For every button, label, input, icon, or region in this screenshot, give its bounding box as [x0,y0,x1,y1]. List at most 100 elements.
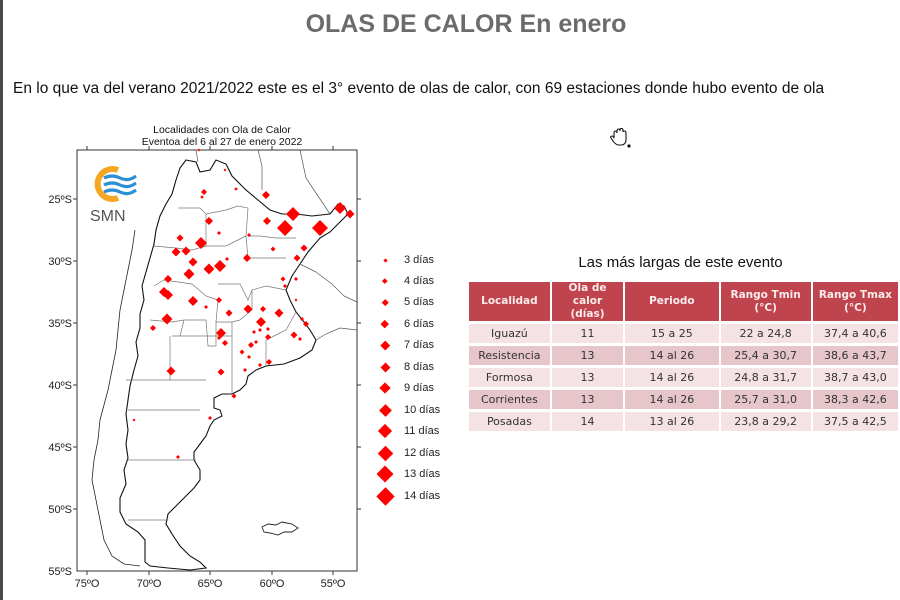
diamond-marker-icon [380,362,390,372]
heatwave-station-marker [334,202,346,214]
header-dias: Ola de calor (días) [551,282,624,321]
diamond-marker-icon [378,403,392,417]
heatwave-station-marker [204,305,208,309]
lon-tick-60: 60ºO [260,578,285,590]
table-row: Resistencia 13 14 al 26 25,4 a 30,7 38,6… [469,346,898,365]
heatwave-station-marker [225,309,233,317]
heatwave-station-marker [217,368,225,376]
heatwave-station-marker [163,290,173,300]
heatwave-station-marker [266,327,270,331]
heatwave-station-marker [183,268,195,280]
heatwave-station-marker [208,416,212,420]
lon-axis: 75ºO 70ºO 65ºO 60ºO 55ºO [75,146,346,590]
map-title-line1: Localidades con Ola de Calor [153,124,291,136]
heatwave-station-marker [248,342,254,348]
heatwave-station-marker [300,244,308,252]
lon-tick-70: 70ºO [137,578,162,590]
legend-item: 11 días [372,421,439,441]
legend-item: 14 días [372,486,440,506]
diamond-marker-icon [376,465,394,483]
heatwave-station-marker [280,276,286,282]
heatwave-station-marker [243,254,251,262]
cell-localidad: Formosa [469,368,550,387]
heatwave-station-marker [243,304,253,314]
table-row: Posadas 14 13 al 26 23,8 a 29,2 37,5 a 4… [469,412,898,431]
table-title: Las más largas de este evento [578,254,783,271]
table-header-row: Localidad Ola de calor (días) Periodo Ran… [469,282,898,321]
heatwave-station-marker [201,189,207,195]
cell-tmax: 37,5 a 42,5 [812,412,898,431]
lon-tick-65: 65ºO [198,578,223,590]
lat-tick-40: 40ºS [48,380,72,392]
heatwave-station-marker [225,257,229,261]
heatwave-station-marker [176,455,180,459]
heatwave-station-marker [286,207,300,221]
cell-periodo: 14 al 26 [625,368,719,387]
cell-tmin: 22 a 24,8 [720,324,811,343]
cell-dias: 14 [551,412,624,431]
lat-tick-30: 30ºS [48,256,72,268]
heatwave-station-marker [247,355,251,359]
lat-tick-45: 45ºS [48,442,72,454]
heatwave-station-marker [303,321,309,327]
heatwave-station-marker [262,191,270,199]
heatwave-station-marker [293,254,301,262]
heatwave-station-marker [234,187,238,191]
smn-logo-text: SMN [90,208,126,225]
heatwave-station-marker [205,217,213,225]
heatwave-station-marker [214,260,226,272]
heatwave-station-marker [188,296,198,306]
heatwave-station-marker [195,237,207,249]
cell-tmax: 37,4 a 40,6 [812,324,898,343]
heatwave-station-marker [171,247,181,257]
heatwave-station-marker [222,340,228,346]
heatwave-station-marker [150,325,156,331]
diamond-marker-icon [380,340,390,350]
heatwave-station-marker [270,246,276,252]
header-tmax: Rango Tmax (°C) [812,282,898,321]
heatwave-station-marker [294,277,298,281]
heatwave-station-marker [260,306,266,312]
window-left-edge [0,0,3,600]
map-title: Localidades con Ola de Calor Eventoa del… [97,124,347,148]
hand-cursor-icon [610,128,631,148]
cell-localidad: Resistencia [469,346,550,365]
cell-tmin: 24,8 a 31,7 [720,368,811,387]
heatwave-station-marker [181,246,191,256]
heatwave-markers [132,148,355,459]
heatwave-station-marker [188,257,198,267]
cell-tmin: 25,4 a 30,7 [720,346,811,365]
legend-item: 6 días [372,314,434,334]
cell-localidad: Iguazú [469,324,550,343]
heatwave-station-marker [263,217,271,225]
table-row: Corrientes 13 14 al 26 25,7 a 31,0 38,3 … [469,390,898,409]
diamond-marker-icon [377,423,393,439]
heatwave-station-marker [239,349,245,355]
cell-dias: 11 [551,324,624,343]
smn-logo-wave-2 [103,181,137,189]
heatwave-station-marker [132,418,136,422]
diamond-marker-icon [382,278,388,284]
legend-item: 4 días [372,271,434,291]
argentina-outline [119,159,349,571]
lat-tick-25: 25ºS [48,194,72,206]
diamond-marker-icon [375,486,395,506]
cell-dias: 13 [551,368,624,387]
cell-tmin: 23,8 a 29,2 [720,412,811,431]
heatwave-station-marker [312,220,328,236]
cell-localidad: Corrientes [469,390,550,409]
diamond-marker-icon [379,382,391,394]
diamond-marker-icon [381,320,389,328]
slide-title: OLAS DE CALOR En enero [305,10,627,38]
chile-outline [91,229,141,567]
cell-dias: 13 [551,390,624,409]
heatwave-station-marker [265,334,271,340]
heatwave-station-marker [217,231,221,235]
slide-subtitle: En lo que va del verano 2021/2022 este e… [13,80,825,97]
cell-tmin: 25,7 a 31,0 [720,390,811,409]
heatwave-station-marker [298,337,302,341]
heatwave-station-marker [243,368,247,372]
cell-periodo: 15 a 25 [625,324,719,343]
heatwave-station-marker [166,366,176,376]
legend-item: 10 días [372,400,440,420]
